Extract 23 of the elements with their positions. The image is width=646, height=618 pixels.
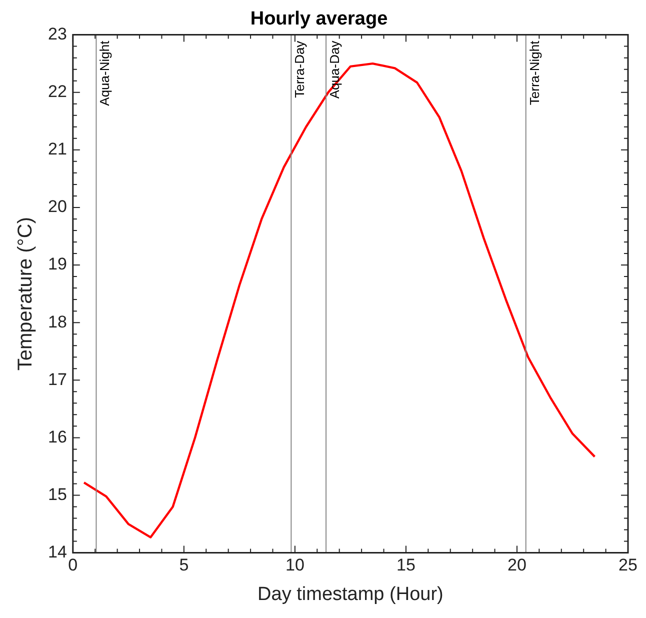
y-tick-label: 18 [48, 312, 67, 332]
y-tick-label: 17 [48, 370, 67, 389]
ref-line-label: Terra-Day [292, 40, 308, 98]
ref-line-label: Aqua-Day [327, 40, 342, 99]
y-tick-label: 21 [48, 140, 67, 159]
x-tick-label: 20 [508, 556, 526, 575]
ref-line-label: Aqua-Night [97, 40, 112, 106]
x-axis-title: Day timestamp (Hour) [258, 584, 444, 605]
y-axis-title: Temperature (°C) [14, 217, 37, 371]
ref-line-label: Terra-Night [526, 40, 542, 106]
chart-title: Hourly average [250, 8, 388, 30]
x-tick-label: 25 [618, 556, 638, 575]
y-tick-label: 16 [48, 427, 67, 446]
x-tick-label: 15 [396, 556, 416, 575]
y-tick-label: 22 [48, 82, 67, 102]
y-tick-label: 20 [48, 197, 67, 216]
y-tick-label: 15 [48, 484, 67, 504]
x-tick-label: 0 [68, 556, 78, 575]
y-tick-label: 14 [48, 542, 67, 562]
x-tick-label: 5 [179, 556, 189, 575]
y-tick-label: 23 [48, 24, 67, 44]
y-tick-label: 19 [48, 254, 67, 274]
x-tick-label: 10 [285, 556, 304, 575]
